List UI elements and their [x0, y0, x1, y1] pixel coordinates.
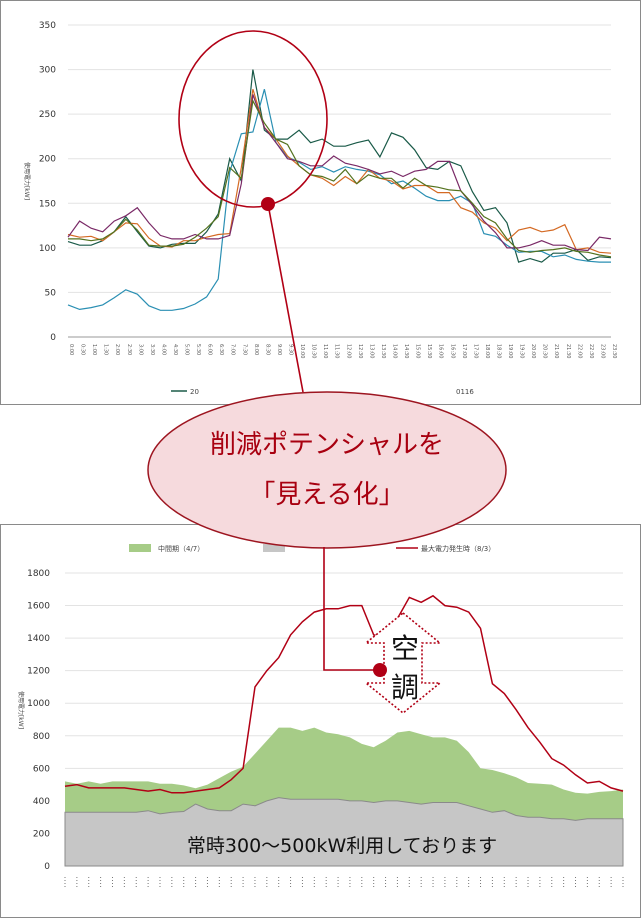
- series-line: [67, 89, 612, 254]
- x-tick-label: 2:30: [126, 344, 132, 355]
- x-tick-label: 3:30: [149, 344, 155, 355]
- peak-highlight-circle: [178, 30, 328, 208]
- x-tick-label: 22:00: [576, 344, 582, 358]
- y-tick-label: 1400: [27, 634, 50, 644]
- y-tick-label: 50: [45, 288, 57, 298]
- x-tick-label: 23:30: [611, 344, 617, 358]
- callout-ellipse: [147, 391, 507, 549]
- y-axis-label: 使用電力[kW]: [17, 691, 25, 729]
- x-tick-label: 1:00: [91, 344, 97, 355]
- y-axis-label: 使用電力[kW]: [23, 162, 31, 200]
- x-tick-label: 8:00: [253, 344, 259, 355]
- x-tick-label: 16:30: [449, 344, 455, 358]
- callout-bubble: 削減ポテンシャルを 「見える化」: [147, 391, 507, 549]
- y-tick-label: 1600: [27, 602, 50, 612]
- x-tick-label: 2:00: [114, 344, 120, 355]
- y-tick-label: 200: [39, 155, 56, 165]
- x-tick-label: 11:00: [322, 344, 328, 358]
- series-line: [67, 94, 612, 252]
- x-tick-label: 15:00: [415, 344, 421, 358]
- y-tick-label: 0: [44, 862, 50, 872]
- x-tick-label: 12:30: [357, 344, 363, 358]
- x-tick-label: 18:00: [484, 344, 490, 358]
- aircon-label-1: 空: [391, 632, 419, 665]
- x-tick-label: 11:30: [334, 344, 340, 358]
- x-tick-label: 10:00: [299, 344, 305, 358]
- legend-label: 0116: [456, 388, 474, 396]
- usage-area-chart-panel: 0 200 400 600 800 1000 1200 1400 1600 1800 使用電力[kW…: [0, 524, 641, 918]
- x-tick-label: 20:30: [542, 344, 548, 358]
- y-tick-label: 350: [39, 21, 56, 31]
- aircon-arrow: [363, 611, 443, 715]
- x-tick-label: 16:00: [438, 344, 444, 358]
- y-tick-label: 600: [33, 764, 50, 774]
- x-tick-label: 19:30: [519, 344, 525, 358]
- baseline-note: 常時300〜500kW利用しております: [187, 835, 497, 857]
- y-tick-label: 1200: [27, 667, 50, 677]
- x-tick-label: 14:30: [403, 344, 409, 358]
- x-tick-label: 23:00: [599, 344, 605, 358]
- y-tick-label: 200: [33, 829, 50, 839]
- usage-line-chart: 0 50 100 150 200 250 300 350 0:00 0:30 1:00 1:30 2:0…: [23, 21, 617, 396]
- y-tick-label: 1800: [27, 569, 50, 579]
- x-tick-label: 17:30: [472, 344, 478, 358]
- x-tick-label: 6:30: [218, 344, 224, 355]
- series-line: [68, 98, 612, 258]
- x-tick-label: 9:30: [288, 344, 294, 355]
- aircon-label-2: 調: [391, 671, 419, 704]
- x-tick-label: 9:00: [276, 344, 282, 355]
- x-tick-label: 5:00: [184, 344, 190, 355]
- y-tick-label: 1000: [27, 699, 50, 709]
- x-tick-label: 21:00: [553, 344, 559, 358]
- x-tick-label: 13:30: [380, 344, 386, 358]
- y-tick-label: 150: [39, 199, 56, 209]
- x-tick-label: 19:00: [507, 344, 513, 358]
- x-tick-label: 22:30: [588, 344, 594, 358]
- x-tick-label: 12:00: [345, 344, 351, 358]
- x-tick-label: 21:30: [565, 344, 571, 358]
- x-tick-label: 4:00: [160, 344, 166, 355]
- x-tick-label: 15:30: [426, 344, 432, 358]
- x-tick-label: 7:00: [230, 344, 236, 355]
- x-tick-label: 20:00: [530, 344, 536, 358]
- y-tick-label: 100: [39, 244, 56, 254]
- callout-line-1: 削減ポテンシャルを: [210, 430, 444, 460]
- x-tick-label: 17:00: [461, 344, 467, 358]
- usage-area-chart: 0 200 400 600 800 1000 1200 1400 1600 1800 使用電力[kW…: [17, 544, 624, 889]
- x-tick-label: 13:00: [368, 344, 374, 358]
- x-tick-label: 8:30: [264, 344, 270, 355]
- connector-bottom: [323, 547, 379, 671]
- usage-line-chart-panel: 0 50 100 150 200 250 300 350 0:00 0:30 1:00 1:30 2:0…: [0, 0, 641, 405]
- x-tick-label: 7:30: [241, 344, 247, 355]
- x-tick-label: 0:00: [68, 344, 74, 355]
- legend-label: 20: [190, 388, 199, 396]
- legend-swatch: [129, 544, 151, 552]
- y-tick-label: 800: [33, 732, 50, 742]
- y-tick-label: 250: [39, 110, 56, 120]
- y-tick-label: 400: [33, 797, 50, 807]
- x-tick-label: 6:00: [207, 344, 213, 355]
- callout-line-2: 「見える化」: [249, 480, 404, 510]
- legend-label: 最大電力発生時（8/3）: [421, 544, 495, 553]
- series-line-peak-day: [64, 594, 624, 794]
- connector-dot-bottom: [373, 663, 387, 677]
- y-tick-label: 300: [39, 66, 56, 76]
- connector-top: [267, 203, 304, 393]
- x-tick-label: 18:30: [495, 344, 501, 358]
- x-tick-label: 0:30: [80, 344, 86, 355]
- x-tick-label: 4:30: [172, 344, 178, 355]
- series-line: [67, 69, 612, 263]
- x-tick-label: 5:30: [195, 344, 201, 355]
- connector-dot-top: [261, 197, 275, 211]
- x-tick-label: 10:30: [311, 344, 317, 358]
- y-tick-label: 0: [50, 333, 56, 343]
- series-line: [67, 89, 611, 311]
- x-tick-label: 3:00: [137, 344, 143, 355]
- legend-swatch: [263, 544, 285, 552]
- legend-label: 中間期（4/7）: [158, 544, 204, 553]
- series-area-baseline: [64, 797, 624, 867]
- x-tick-label: 1:30: [103, 344, 109, 355]
- x-tick-label: 14:00: [391, 344, 397, 358]
